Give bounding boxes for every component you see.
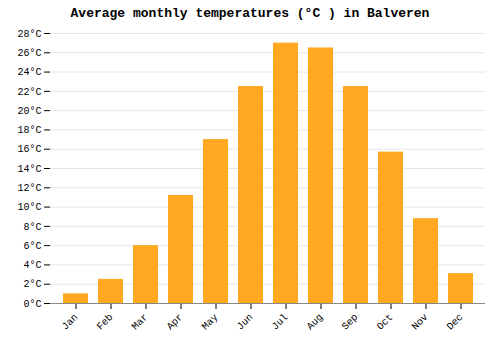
svg-text:12°C: 12°C <box>17 183 41 194</box>
html-text:Average monthly temperatures (: Average monthly temperatures (°C ) in Ba… <box>70 6 430 21</box>
svg-text:Apr: Apr <box>165 312 186 333</box>
svg-text:Nov: Nov <box>410 312 431 333</box>
svg-text:Jan: Jan <box>60 312 81 333</box>
svg-text:Jun: Jun <box>235 312 256 333</box>
svg-text:10°C: 10°C <box>17 202 41 213</box>
svg-text:8°C: 8°C <box>23 222 41 233</box>
svg-text:24°C: 24°C <box>17 67 41 78</box>
svg-text:May: May <box>200 312 221 333</box>
svg-text:18°C: 18°C <box>17 125 41 136</box>
svg-text:22°C: 22°C <box>17 87 41 98</box>
svg-text:Mar: Mar <box>130 312 151 333</box>
svg-text:Dec: Dec <box>445 312 466 333</box>
svg-text:0°C: 0°C <box>23 299 41 310</box>
svg-text:2°C: 2°C <box>23 279 41 290</box>
svg-text:4°C: 4°C <box>23 260 41 271</box>
svg-text:16°C: 16°C <box>17 144 41 155</box>
svg-text:14°C: 14°C <box>17 164 41 175</box>
svg-text:Sep: Sep <box>340 312 361 333</box>
svg-text:Jul: Jul <box>270 312 291 333</box>
svg-text:26°C: 26°C <box>17 48 41 59</box>
svg-text:6°C: 6°C <box>23 241 41 252</box>
svg-text:Feb: Feb <box>95 312 116 333</box>
svg-text:20°C: 20°C <box>17 106 41 117</box>
svg-text:28°C: 28°C <box>17 29 41 40</box>
svg-text:Oct: Oct <box>375 312 396 333</box>
svg-text:Aug: Aug <box>305 312 326 333</box>
